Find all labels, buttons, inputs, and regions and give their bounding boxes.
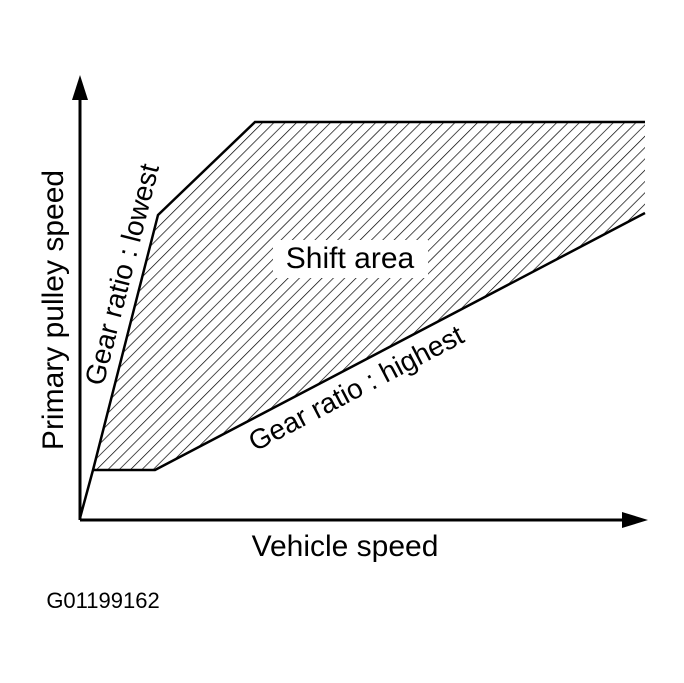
label-backing (273, 240, 428, 278)
highest-boundary (93, 211, 646, 472)
y-axis-label: Primary pulley speed (37, 170, 70, 450)
lowest-boundary (78, 120, 645, 519)
x-axis-arrow (622, 512, 648, 528)
region-label: Shift area (286, 242, 415, 275)
x-axis-label: Vehicle speed (252, 530, 439, 563)
y-axis-arrow (72, 75, 88, 100)
shift-area-hatch (93, 122, 645, 470)
figure-id: G01199162 (46, 588, 159, 613)
